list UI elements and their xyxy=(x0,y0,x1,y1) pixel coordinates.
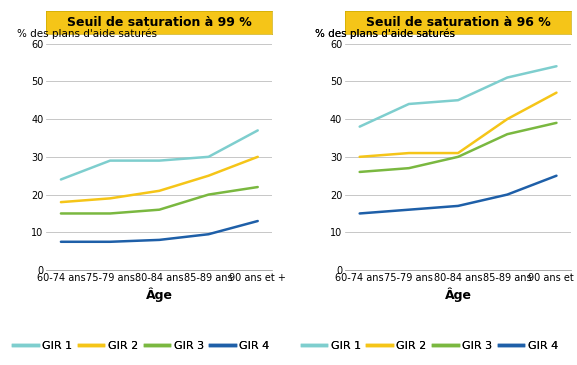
GIR 2 xyxy=(58,200,65,204)
GIR 2 xyxy=(107,196,114,200)
GIR 1 xyxy=(205,155,212,159)
GIR 1 xyxy=(406,102,413,106)
GIR 2 xyxy=(205,173,212,178)
X-axis label: Âge: Âge xyxy=(444,287,471,301)
Legend: GIR 1, GIR 2, GIR 3, GIR 4: GIR 1, GIR 2, GIR 3, GIR 4 xyxy=(297,337,563,356)
GIR 3 xyxy=(58,211,65,216)
Line: GIR 4: GIR 4 xyxy=(61,221,258,242)
GIR 4 xyxy=(156,238,163,242)
GIR 3 xyxy=(156,207,163,212)
GIR 4 xyxy=(58,239,65,244)
GIR 3 xyxy=(356,170,363,174)
Line: GIR 1: GIR 1 xyxy=(359,66,556,127)
Text: Seuil de saturation à 96 %: Seuil de saturation à 96 % xyxy=(366,16,550,29)
GIR 1 xyxy=(58,177,65,182)
Legend: GIR 1, GIR 2, GIR 3, GIR 4: GIR 1, GIR 2, GIR 3, GIR 4 xyxy=(9,337,274,356)
Line: GIR 3: GIR 3 xyxy=(61,187,258,214)
GIR 2 xyxy=(254,155,261,159)
GIR 3 xyxy=(455,155,462,159)
GIR 1 xyxy=(156,158,163,163)
GIR 2 xyxy=(455,151,462,155)
Line: GIR 1: GIR 1 xyxy=(61,130,258,180)
GIR 4 xyxy=(254,219,261,223)
Line: GIR 2: GIR 2 xyxy=(61,157,258,202)
GIR 1 xyxy=(356,124,363,129)
GIR 3 xyxy=(406,166,413,170)
Text: % des plans d'aide saturés: % des plans d'aide saturés xyxy=(316,28,455,39)
GIR 1 xyxy=(254,128,261,132)
Line: GIR 3: GIR 3 xyxy=(359,123,556,172)
GIR 4 xyxy=(356,211,363,216)
GIR 3 xyxy=(553,121,560,125)
GIR 2 xyxy=(504,117,511,121)
GIR 2 xyxy=(553,91,560,95)
GIR 2 xyxy=(156,189,163,193)
GIR 4 xyxy=(455,204,462,208)
X-axis label: Âge: Âge xyxy=(146,287,173,301)
GIR 3 xyxy=(254,185,261,189)
GIR 4 xyxy=(553,173,560,178)
Text: % des plans d'aide saturés: % des plans d'aide saturés xyxy=(316,28,455,39)
GIR 1 xyxy=(553,64,560,68)
GIR 4 xyxy=(406,207,413,212)
GIR 1 xyxy=(107,158,114,163)
Text: % des plans d'aide saturés: % des plans d'aide saturés xyxy=(17,28,157,39)
GIR 1 xyxy=(504,75,511,80)
GIR 3 xyxy=(504,132,511,137)
GIR 3 xyxy=(205,192,212,197)
GIR 3 xyxy=(107,211,114,216)
Line: GIR 2: GIR 2 xyxy=(359,93,556,157)
Line: GIR 4: GIR 4 xyxy=(359,176,556,214)
GIR 2 xyxy=(356,155,363,159)
GIR 2 xyxy=(406,151,413,155)
GIR 4 xyxy=(504,192,511,197)
GIR 1 xyxy=(455,98,462,103)
GIR 4 xyxy=(107,239,114,244)
GIR 4 xyxy=(205,232,212,237)
Text: Seuil de saturation à 99 %: Seuil de saturation à 99 % xyxy=(67,16,252,29)
